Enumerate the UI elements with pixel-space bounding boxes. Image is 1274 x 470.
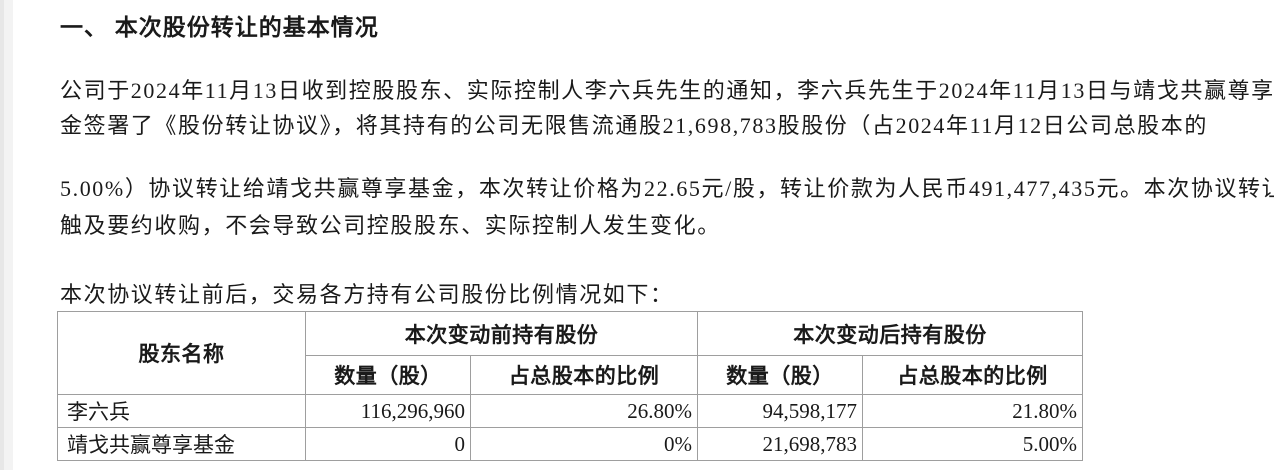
- shareholding-table: 股东名称 本次变动前持有股份 本次变动后持有股份 数量（股） 占总股本的比例 数…: [57, 311, 1083, 461]
- before-percentage-cell: 26.80%: [470, 394, 698, 428]
- after-quantity-cell: 21,698,783: [697, 427, 863, 461]
- table-sub-header-row: 数量（股） 占总股本的比例 数量（股） 占总股本的比例: [58, 355, 1083, 395]
- header-before-change-group: 本次变动前持有股份: [305, 311, 698, 356]
- header-before-percentage: 占总股本的比例: [470, 355, 698, 395]
- paragraph2-line1: 5.00%）协议转让给靖戈共赢尊享基金，本次转让价格为22.65元/股，转让价款…: [60, 176, 1274, 201]
- header-after-percentage: 占总股本的比例: [862, 355, 1083, 395]
- table-intro-text: 本次协议转让前后，交易各方持有公司股份比例情况如下：: [60, 282, 674, 307]
- paragraph2-line2: 触及要约收购，不会导致公司控股股东、实际控制人发生变化。: [60, 213, 721, 238]
- after-percentage-cell: 21.80%: [862, 394, 1083, 428]
- table-row-li-liubing: 李六兵 116,296,960 26.80% 94,598,177 21.80%: [57, 394, 1083, 428]
- paragraph1-line2: 金签署了《股份转让协议》，将其持有的公司无限售流通股21,698,783股股份（…: [60, 113, 1208, 138]
- page-edge-strip-inner: [4, 0, 13, 470]
- header-after-quantity: 数量（股）: [697, 355, 863, 395]
- before-percentage-cell: 0%: [470, 427, 698, 461]
- before-quantity-cell: 0: [305, 427, 471, 461]
- before-quantity-cell: 116,296,960: [305, 394, 471, 428]
- section-heading: 一、 本次股份转让的基本情况: [60, 15, 379, 40]
- page-edge-strip-outer: [0, 0, 4, 470]
- header-shareholder-name: 股东名称: [57, 311, 306, 395]
- paragraph1-line1: 公司于2024年11月13日收到控股股东、实际控制人李六兵先生的通知，李六兵先生…: [60, 78, 1274, 103]
- shareholder-name-cell: 靖戈共赢尊享基金: [57, 427, 306, 461]
- table-row-jingge-fund: 靖戈共赢尊享基金 0 0% 21,698,783 5.00%: [57, 427, 1083, 461]
- header-before-quantity: 数量（股）: [305, 355, 471, 395]
- header-after-change-group: 本次变动后持有股份: [697, 311, 1083, 356]
- after-quantity-cell: 94,598,177: [697, 394, 863, 428]
- shareholder-name-cell: 李六兵: [57, 394, 306, 428]
- table-group-header-row: 股东名称 本次变动前持有股份 本次变动后持有股份: [57, 311, 1083, 395]
- after-percentage-cell: 5.00%: [862, 427, 1083, 461]
